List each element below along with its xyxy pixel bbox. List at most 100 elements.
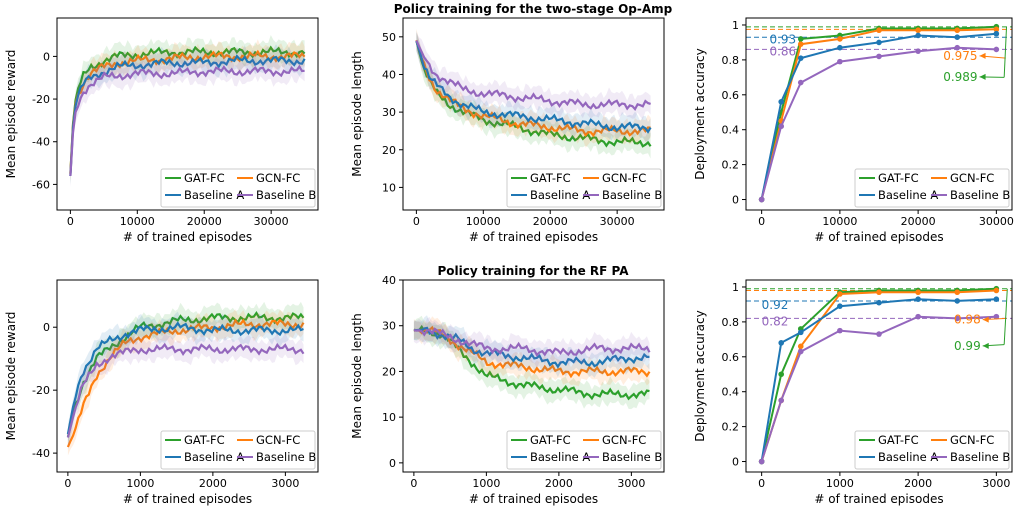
x-tick-label: 30000 (254, 215, 289, 228)
legend-entry: Baseline B (950, 450, 1010, 464)
y-tick-label: 0.2 (722, 421, 740, 434)
data-point (915, 27, 921, 34)
plot-area (66, 301, 305, 456)
annotation-arrowhead (982, 316, 989, 323)
bottom-row-title: Policy training for the RF PA (438, 264, 630, 278)
x-tick-label: 10000 (120, 215, 155, 228)
legend-entry: GAT-FC (184, 171, 225, 185)
series-line (413, 325, 651, 379)
y-tick-label: -40 (32, 136, 50, 149)
series-line (760, 287, 997, 462)
x-tick-label: 2000 (904, 477, 932, 490)
y-tick-label: 10 (382, 181, 396, 194)
data-point (954, 315, 961, 322)
data-point (837, 303, 843, 309)
series-line (760, 25, 997, 200)
legend-entry: GCN-FC (256, 433, 300, 447)
legend-entry: Baseline A (184, 188, 244, 202)
series-line (66, 311, 305, 438)
series-line (66, 321, 304, 435)
panel-rfpa-length: 0 1000 2000 3000 0 10 20 30 40 # of trained episo… (350, 274, 665, 506)
y-tick-label: 0.8 (722, 54, 740, 67)
legend-entry: GCN-FC (950, 433, 994, 447)
data-point (797, 348, 804, 355)
series-line (66, 342, 305, 438)
x-axis-label: # of trained episodes (814, 492, 943, 506)
annotation-label: 0.989 (943, 70, 977, 84)
x-tick-label: 0 (758, 477, 765, 490)
data-point (915, 289, 921, 296)
plot-area (413, 315, 651, 410)
y-tick-label: 30 (382, 106, 396, 119)
x-tick-label: 1000 (472, 477, 500, 490)
data-point (797, 79, 804, 86)
data-point (954, 298, 961, 304)
data-point (993, 30, 1000, 37)
axes-frame (56, 17, 319, 211)
series-band (70, 54, 305, 188)
x-tick-label: 20000 (533, 215, 568, 228)
data-point (954, 289, 961, 296)
legend-entry: GAT-FC (878, 433, 919, 447)
series-band (413, 317, 650, 368)
series-line (415, 39, 651, 138)
x-tick-label: 2000 (545, 477, 573, 490)
series-line (69, 54, 306, 177)
annotation-label: 0.86 (769, 45, 796, 59)
legend-entry: GAT-FC (530, 171, 571, 185)
annotation-arrow (1003, 288, 1008, 345)
legend: GAT-FC GCN-FC Baseline A Baseline B (506, 430, 662, 470)
series-line (69, 45, 306, 174)
y-tick-label: 10 (382, 411, 396, 424)
panel-opamp-reward: 0 10000 20000 30000 -60 -40 -20 0 # of trained e… (4, 17, 319, 244)
axes-frame (402, 17, 665, 211)
series-band (67, 311, 304, 444)
data-point (797, 41, 804, 47)
series-line (415, 40, 652, 148)
series-line (66, 318, 305, 448)
series-band (67, 309, 304, 456)
y-tick-label: 40 (382, 68, 396, 81)
y-axis-label: Mean episode reward (4, 312, 18, 441)
series-band (416, 28, 651, 148)
data-point (797, 55, 804, 61)
x-tick-label: 20000 (187, 215, 222, 228)
series-line (760, 315, 997, 462)
x-tick-label: 20000 (901, 215, 936, 228)
legend-entry: GCN-FC (950, 171, 994, 185)
legend-box (506, 168, 662, 208)
legend: GAT-FC GCN-FC Baseline A Baseline B (160, 168, 316, 208)
series-line (760, 32, 997, 200)
axes-frame (402, 279, 665, 473)
y-tick-label: 0.6 (722, 351, 740, 364)
panel-opamp-length: 0 10000 20000 30000 10 20 30 40 50 # of trained e… (350, 17, 665, 244)
x-axis-label: # of trained episodes (469, 492, 598, 506)
y-tick-label: 1 (732, 19, 739, 32)
data-point (876, 331, 882, 337)
data-point (993, 313, 1000, 320)
y-tick-label: 20 (382, 144, 396, 157)
y-tick-label: 40 (382, 274, 396, 287)
x-tick-label: 10000 (822, 215, 857, 228)
axes-frame (745, 279, 1013, 473)
y-tick-label: 0 (389, 457, 396, 470)
data-point (954, 44, 961, 51)
series-line (413, 327, 651, 357)
y-tick-label: 0.4 (722, 124, 740, 137)
data-point (993, 26, 1000, 33)
plot-area (69, 35, 306, 188)
data-point (758, 196, 765, 203)
data-point (837, 44, 843, 51)
y-tick-label: 50 (382, 31, 396, 44)
data-point (954, 34, 961, 40)
x-axis-label: # of trained episodes (814, 230, 943, 244)
x-tick-label: 0 (67, 215, 74, 228)
data-point (778, 123, 785, 130)
series-band (413, 315, 650, 410)
x-tick-label: 0 (64, 477, 71, 490)
legend: GAT-FC GCN-FC Baseline A Baseline B (854, 168, 1010, 208)
data-point (797, 343, 804, 350)
y-tick-label: 0.4 (722, 386, 740, 399)
series-line (760, 46, 997, 200)
